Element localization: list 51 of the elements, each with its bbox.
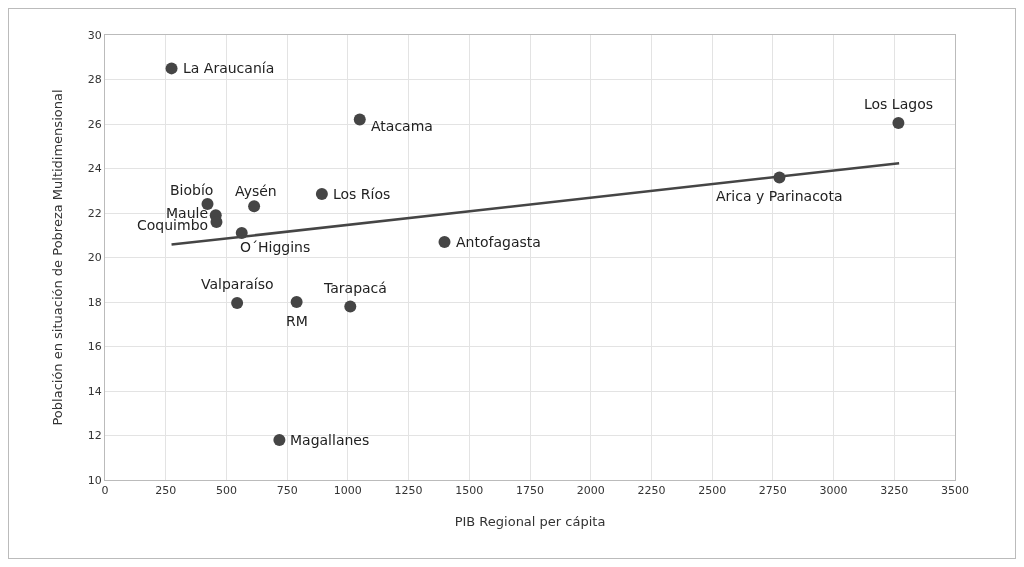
annotation: Los Ríos bbox=[333, 186, 391, 202]
y-tick-label: 24 bbox=[87, 162, 102, 176]
x-tick-label: 3250 bbox=[880, 484, 909, 498]
point bbox=[248, 200, 261, 213]
point bbox=[892, 116, 905, 129]
point bbox=[353, 113, 366, 126]
x-tick-label: 1250 bbox=[394, 484, 423, 498]
annotation: Magallanes bbox=[290, 432, 370, 448]
x-tick-label: 3500 bbox=[941, 484, 969, 498]
y-tick-label: 28 bbox=[87, 73, 102, 87]
x-axis-title: PIB Regional per cápita bbox=[454, 513, 606, 529]
annotation: Antofagasta bbox=[456, 234, 541, 250]
y-tick-label: 16 bbox=[87, 340, 102, 354]
point bbox=[315, 188, 328, 201]
annotation: La Araucanía bbox=[183, 60, 275, 76]
x-tick-label: 3000 bbox=[819, 484, 848, 498]
x-tick-label: 1000 bbox=[333, 484, 362, 498]
annotation: O´Higgins bbox=[240, 239, 311, 255]
x-tick-label: 500 bbox=[215, 484, 237, 498]
annotation: Valparaíso bbox=[201, 276, 274, 292]
x-tick-label: 250 bbox=[155, 484, 177, 498]
x-tick-label: 1500 bbox=[455, 484, 484, 498]
point bbox=[438, 235, 451, 248]
x-tick-label: 0 bbox=[101, 484, 109, 498]
annotation: Aysén bbox=[235, 183, 277, 199]
annotation: Biobío bbox=[170, 182, 214, 198]
y-axis-title: Población en situación de Pobreza Multidimensional bbox=[49, 89, 65, 426]
annotation: RM bbox=[286, 313, 308, 329]
annotation: Atacama bbox=[371, 118, 433, 134]
x-tick-label: 2000 bbox=[576, 484, 605, 498]
annotation: Los Lagos bbox=[864, 96, 933, 112]
x-tick-label: 750 bbox=[276, 484, 298, 498]
point bbox=[231, 297, 244, 310]
x-tick-label: 2750 bbox=[758, 484, 787, 498]
x-tick-label: 1750 bbox=[516, 484, 544, 498]
y-tick-label: 14 bbox=[87, 384, 102, 398]
y-tick-label: 26 bbox=[87, 117, 102, 131]
x-tick-label: 2250 bbox=[637, 484, 666, 498]
point bbox=[273, 433, 286, 446]
y-tick-label: 12 bbox=[87, 429, 102, 443]
y-tick-label: 18 bbox=[87, 295, 102, 309]
y-tick-label: 30 bbox=[87, 28, 102, 42]
annotation: Arica y Parinacota bbox=[716, 188, 843, 204]
x-tick-label: 2500 bbox=[698, 484, 727, 498]
y-tick-label: 10 bbox=[87, 473, 102, 487]
point bbox=[165, 62, 178, 75]
annotation: Tarapacá bbox=[323, 280, 387, 296]
y-tick-label: 20 bbox=[87, 251, 102, 265]
point bbox=[344, 300, 357, 313]
y-tick-label: 22 bbox=[87, 206, 102, 220]
point bbox=[290, 296, 303, 308]
